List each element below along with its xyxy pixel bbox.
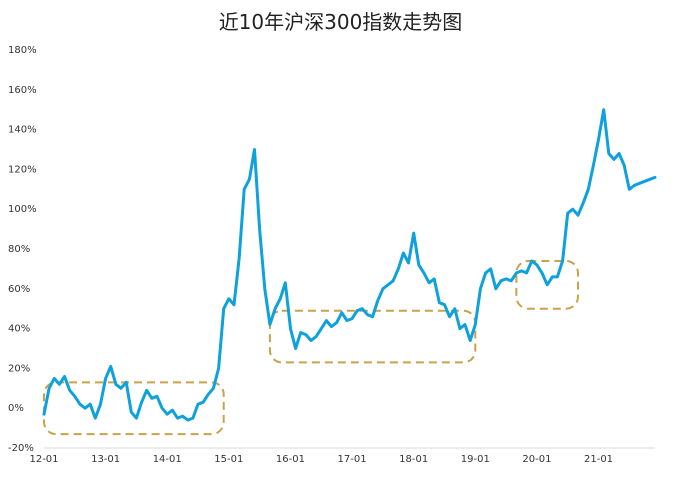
y-tick-label: 160% (8, 85, 37, 96)
highlight-box (268, 309, 477, 364)
x-tick-label: 14-01 (153, 454, 182, 465)
y-tick-label: 40% (8, 324, 30, 335)
series-line (42, 108, 657, 422)
x-tick-label: 15-01 (214, 454, 243, 465)
y-tick-label: 60% (8, 284, 30, 295)
x-tick-label: 20-01 (522, 454, 551, 465)
axes: -20% 0% 20% 40% 60% 80% 100% 120% 140% 160% 180% 12… (8, 45, 655, 465)
x-tick-label: 19-01 (461, 454, 490, 465)
highlight-box (515, 259, 579, 310)
x-tick-label: 12-01 (29, 454, 58, 465)
line-layer (42, 108, 657, 422)
y-tick-label: 100% (8, 204, 37, 215)
x-tick-label: 13-01 (91, 454, 120, 465)
y-tick-label: 80% (8, 244, 30, 255)
y-tick-label: 140% (8, 125, 37, 136)
y-tick-label: 180% (8, 45, 37, 56)
y-tick-label: 0% (8, 403, 24, 414)
y-tick-label: 120% (8, 164, 37, 175)
x-tick-label: 17-01 (338, 454, 367, 465)
y-tick-label: 20% (8, 363, 30, 374)
x-tick-label: 16-01 (276, 454, 305, 465)
chart-title: 近10年沪深300指数走势图 (218, 10, 463, 34)
x-tick-label: 18-01 (399, 454, 428, 465)
y-tick-label: -20% (8, 443, 34, 454)
x-tick-label: 21-01 (584, 454, 613, 465)
